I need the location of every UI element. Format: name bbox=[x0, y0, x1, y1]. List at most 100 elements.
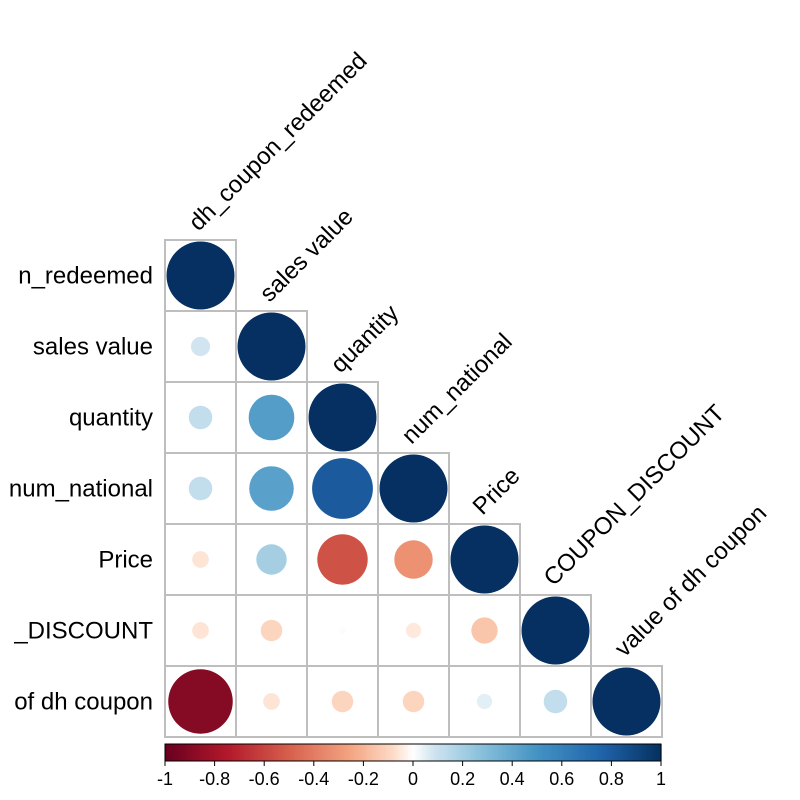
corr-circle-5-0 bbox=[192, 622, 209, 639]
column-label: num_national bbox=[397, 328, 518, 449]
colorbar-segment bbox=[571, 744, 575, 761]
row-label: Price bbox=[98, 547, 153, 574]
colorbar-segment bbox=[331, 744, 335, 761]
colorbar-segment bbox=[393, 744, 397, 761]
colorbar-segment bbox=[457, 744, 461, 761]
colorbar-tick-label: 0 bbox=[408, 769, 418, 789]
colorbar-segment bbox=[643, 744, 647, 761]
colorbar-segment bbox=[594, 744, 598, 761]
correlation-cells bbox=[164, 239, 663, 738]
colorbar-segment bbox=[462, 744, 466, 761]
colorbar-segment bbox=[276, 744, 280, 761]
colorbar-tick-label: -1 bbox=[157, 769, 173, 789]
colorbar-segment bbox=[621, 744, 625, 761]
colorbar-segment bbox=[400, 744, 404, 761]
colorbar-segment bbox=[460, 744, 464, 761]
corr-circle-3-2 bbox=[312, 458, 373, 519]
colorbar-segment bbox=[296, 744, 300, 761]
colorbar-segment bbox=[214, 744, 218, 761]
colorbar-segment bbox=[405, 744, 409, 761]
colorbar-segment bbox=[425, 744, 429, 761]
colorbar-segment bbox=[380, 744, 384, 761]
colorbar-segment bbox=[313, 744, 317, 761]
colorbar-segment bbox=[517, 744, 521, 761]
colorbar-segment bbox=[422, 744, 426, 761]
colorbar-segment bbox=[470, 744, 474, 761]
colorbar-segment bbox=[539, 744, 543, 761]
colorbar-segment bbox=[204, 744, 208, 761]
colorbar-segment bbox=[403, 744, 407, 761]
colorbar-segment bbox=[628, 744, 632, 761]
colorbar-segment bbox=[435, 744, 439, 761]
colorbar-segment bbox=[194, 744, 198, 761]
colorbar-segment bbox=[348, 744, 352, 761]
colorbar-segment bbox=[532, 744, 536, 761]
colorbar-segment bbox=[355, 744, 360, 761]
row-label: _DISCOUNT bbox=[13, 618, 153, 645]
colorbar-segment bbox=[497, 744, 501, 761]
corr-circle-3-1 bbox=[249, 466, 294, 511]
colorbar-segment bbox=[336, 744, 340, 761]
colorbar-segment bbox=[656, 744, 660, 761]
colorbar-segment bbox=[626, 744, 630, 761]
colorbar-segment bbox=[360, 744, 364, 761]
colorbar-segment bbox=[259, 744, 263, 761]
colorbar-segment bbox=[631, 744, 635, 761]
colorbar-segment bbox=[507, 744, 511, 761]
colorbar-segment bbox=[432, 744, 436, 761]
colorbar-segment bbox=[373, 744, 377, 761]
colorbar-tick-label: 0.6 bbox=[549, 769, 574, 789]
colorbar-segment bbox=[165, 744, 169, 761]
corr-circle-6-4 bbox=[476, 693, 493, 710]
colorbar-segment bbox=[390, 744, 394, 761]
colorbar-segment bbox=[167, 744, 171, 761]
colorbar-tick-label: 1 bbox=[656, 769, 666, 789]
colorbar-segment bbox=[561, 744, 565, 761]
colorbar-segment bbox=[519, 744, 523, 761]
colorbar-segment bbox=[467, 744, 471, 761]
colorbar-segment bbox=[378, 744, 382, 761]
corr-circle-4-3 bbox=[394, 540, 433, 579]
colorbar-segment bbox=[179, 744, 183, 761]
colorbar-segment bbox=[239, 744, 243, 761]
colorbar-segment bbox=[447, 744, 451, 761]
colorbar-segment bbox=[217, 744, 221, 761]
column-label: value of dh coupon bbox=[610, 500, 773, 663]
corr-circle-6-1 bbox=[263, 693, 280, 710]
colorbar-segment bbox=[636, 744, 640, 761]
colorbar-segment bbox=[284, 744, 288, 761]
colorbar-segment bbox=[358, 744, 362, 761]
colorbar-segment bbox=[591, 744, 595, 761]
colorbar-segment bbox=[227, 744, 231, 761]
colorbar-segment bbox=[638, 744, 642, 761]
corr-circle-2-2 bbox=[308, 383, 377, 452]
colorbar-segment bbox=[556, 744, 560, 761]
colorbar-segment bbox=[338, 744, 342, 761]
corr-circle-5-3 bbox=[405, 622, 422, 639]
colorbar-segment bbox=[646, 744, 650, 761]
colorbar-segment bbox=[554, 744, 558, 761]
row-label: of dh coupon bbox=[14, 689, 153, 716]
corr-circle-6-2 bbox=[331, 690, 354, 713]
colorbar-segment bbox=[353, 744, 357, 761]
colorbar-segment bbox=[529, 744, 533, 761]
colorbar-segment bbox=[603, 744, 608, 761]
corr-circle-4-4 bbox=[450, 525, 519, 594]
colorbar-segment bbox=[492, 744, 496, 761]
colorbar-segment bbox=[222, 744, 226, 761]
corr-circle-3-0 bbox=[188, 476, 213, 501]
colorbar-segment bbox=[291, 744, 295, 761]
column-label: Price bbox=[468, 462, 526, 520]
colorbar-segment bbox=[440, 744, 444, 761]
colorbar-segment bbox=[559, 744, 563, 761]
colorbar-segment bbox=[293, 744, 298, 761]
colorbar-segment bbox=[172, 744, 176, 761]
colorbar-segment bbox=[608, 744, 612, 761]
colorbar-segment bbox=[653, 744, 657, 761]
colorbar-segment bbox=[477, 744, 481, 761]
row-label: sales value bbox=[33, 334, 153, 361]
corr-circle-2-0 bbox=[188, 405, 213, 430]
colorbar-segment bbox=[321, 744, 325, 761]
colorbar-segment bbox=[509, 744, 513, 761]
